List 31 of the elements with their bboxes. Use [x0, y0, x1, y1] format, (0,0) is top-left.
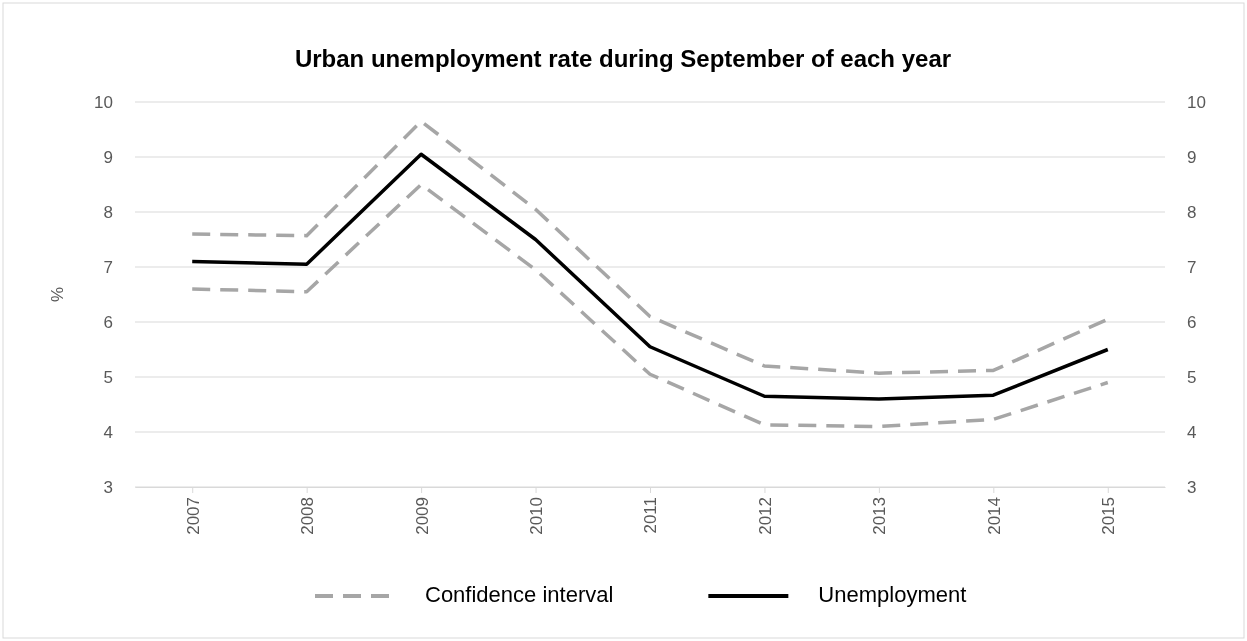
legend-label: Confidence interval [425, 582, 614, 607]
x-tick-label: 2013 [870, 497, 890, 535]
x-tick-label: 2010 [527, 497, 547, 535]
y2-tick-label: 9 [1187, 147, 1197, 167]
y2-tick-label: 3 [1187, 477, 1197, 497]
y2-tick-label: 5 [1187, 367, 1197, 387]
x-tick-label: 2015 [1099, 497, 1119, 535]
x-tick-label: 2012 [755, 497, 775, 535]
y-tick-label: 9 [103, 147, 113, 167]
y-tick-label: 3 [103, 477, 113, 497]
x-tick-label: 2007 [183, 497, 203, 535]
y-tick-label: 10 [94, 92, 113, 112]
x-tick-label: 2011 [641, 497, 661, 534]
line-series [190, 182, 1110, 429]
x-tick-label: 2008 [298, 497, 318, 535]
y2-tick-label: 6 [1187, 312, 1197, 332]
y-tick-label: 5 [103, 367, 113, 387]
y-tick-label: 6 [103, 312, 113, 332]
y2-tick-label: 10 [1187, 92, 1206, 112]
y2-tick-label: 8 [1187, 202, 1197, 222]
y-axis-title: % [48, 286, 67, 303]
y2-tick-label: 7 [1187, 257, 1197, 277]
x-tick-label: 2014 [984, 497, 1004, 535]
line-series [190, 152, 1110, 401]
y-tick-label: 7 [103, 257, 113, 277]
y-tick-label: 4 [103, 422, 113, 442]
y2-tick-label: 4 [1187, 422, 1197, 442]
x-tick-label: 2009 [412, 497, 432, 535]
chart-title: Urban unemployment rate during September of each year [294, 45, 952, 72]
y-tick-label: 8 [103, 202, 113, 222]
legend-label: Unemployment [818, 582, 967, 607]
